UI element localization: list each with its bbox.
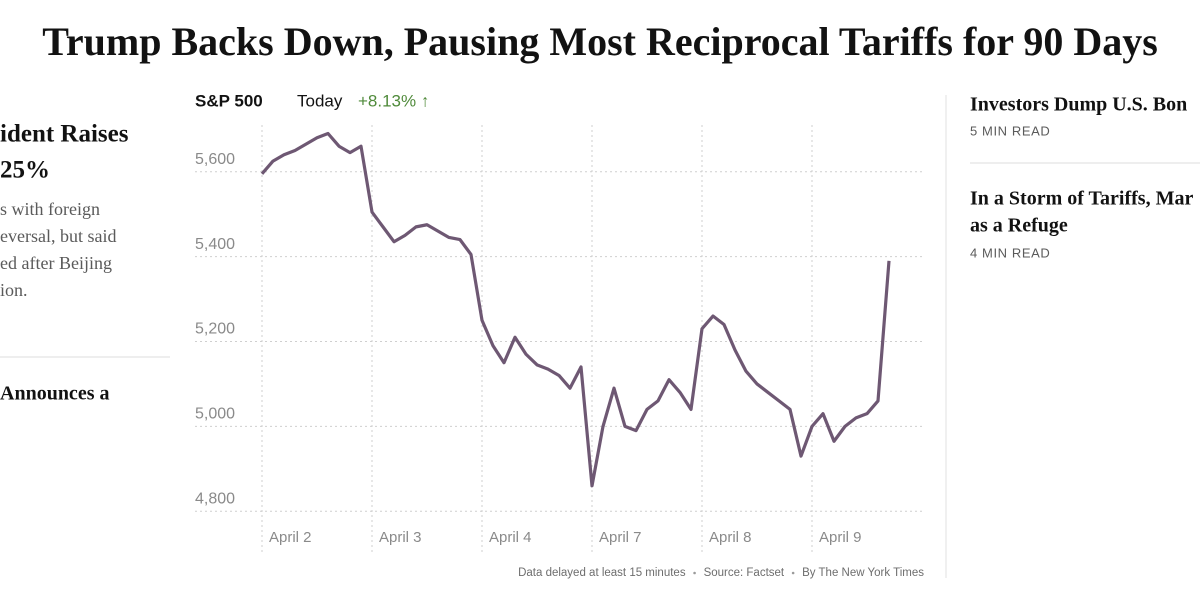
chart: S&P 500 Today +8.13% ↑ 4,800 5,000 5,200 5,…	[195, 91, 925, 579]
read-time: 4 MIN READ	[970, 245, 1050, 260]
story-title[interactable]: In a Storm of Tariffs, Mar	[970, 188, 1193, 210]
headline: Trump Backs Down, Pausing Most Reciproca…	[42, 19, 1158, 64]
read-time: 5 MIN READ	[970, 123, 1050, 138]
y-tick-label: 5,600	[195, 151, 235, 168]
story-title[interactable]: Investors Dump U.S. Bon	[970, 94, 1187, 116]
story-title[interactable]: 25%	[0, 157, 50, 184]
right-column[interactable]: Investors Dump U.S. Bon 5 MIN READ In a …	[970, 94, 1200, 261]
chart-change: +8.13% ↑	[358, 91, 429, 110]
y-tick-label: 4,800	[195, 491, 235, 508]
price-line	[260, 131, 891, 488]
x-tick-label: April 9	[819, 529, 862, 546]
footnote-dot	[791, 571, 795, 575]
story-summary: eversal, but said	[0, 226, 116, 246]
footnote-dot	[693, 571, 696, 575]
story-title[interactable]: Announces a	[0, 383, 109, 405]
x-tick-label: April 3	[379, 529, 422, 546]
left-column[interactable]: ident Raises 25% s with foreign eversal,…	[0, 121, 170, 405]
x-tick-label: April 8	[709, 529, 752, 546]
x-tick-label: April 7	[599, 529, 642, 546]
chart-title: S&P 500	[195, 91, 263, 110]
x-tick-label: April 2	[269, 529, 312, 546]
story-summary: ed after Beijing	[0, 253, 112, 273]
y-tick-label: 5,200	[195, 321, 235, 338]
footnote: Source: Factset	[704, 567, 785, 579]
y-tick-label: 5,400	[195, 236, 235, 253]
x-tick-label: April 4	[489, 529, 532, 546]
story-title[interactable]: ident Raises	[0, 121, 129, 148]
footnote: By The New York Times	[802, 567, 924, 579]
y-tick-label: 5,000	[195, 406, 235, 423]
story-title[interactable]: as a Refuge	[970, 215, 1068, 237]
footnote: Data delayed at least 15 minutes	[518, 567, 686, 579]
chart-period: Today	[297, 91, 343, 110]
story-summary: ion.	[0, 280, 28, 300]
story-summary: s with foreign	[0, 199, 100, 219]
